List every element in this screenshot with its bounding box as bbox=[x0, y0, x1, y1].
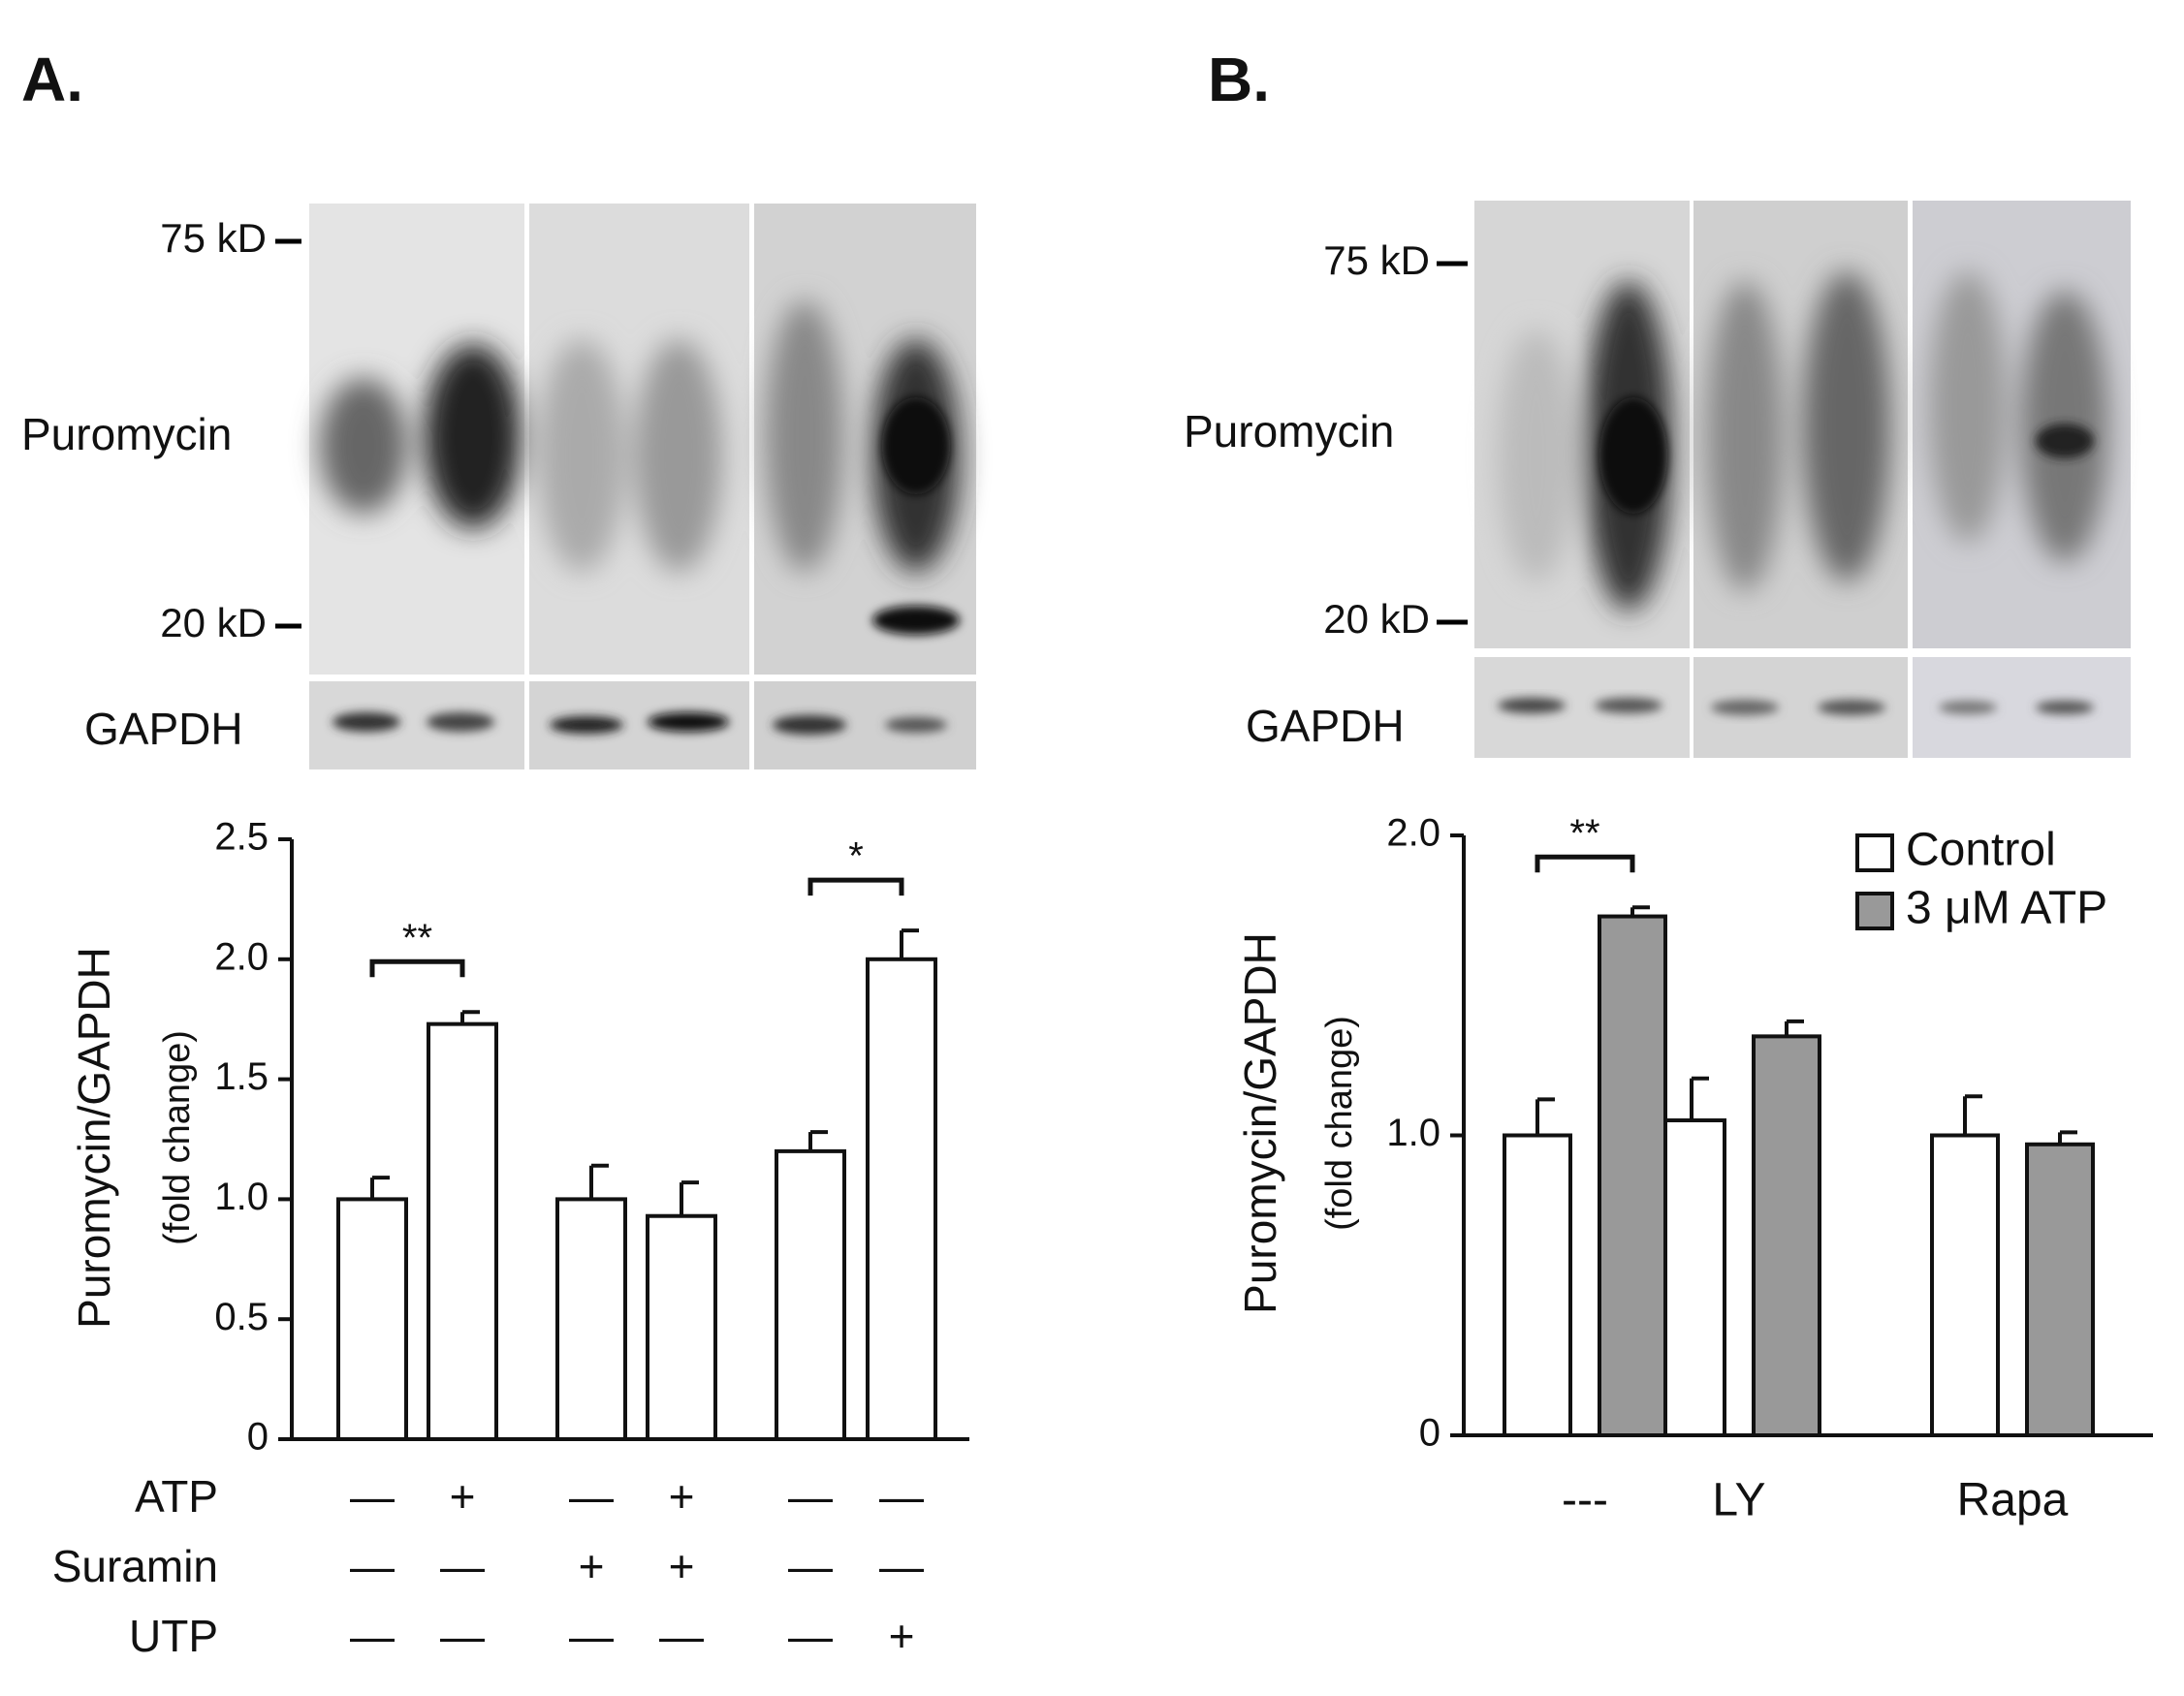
y-tick-label: 2.0 bbox=[214, 935, 269, 978]
treatment-sign: — bbox=[788, 1611, 833, 1661]
treatment-sign: — bbox=[350, 1471, 395, 1522]
treatment-sign: — bbox=[659, 1611, 704, 1661]
significance-label: ** bbox=[402, 917, 432, 959]
legend-label: Control bbox=[1906, 825, 2056, 876]
treatment-sign: + bbox=[579, 1541, 605, 1591]
treatment-sign: — bbox=[788, 1541, 833, 1591]
blot-row-label: GAPDH bbox=[1246, 701, 1405, 751]
treatment-sign: — bbox=[879, 1541, 924, 1591]
legend-swatch bbox=[1855, 892, 1894, 930]
treatment-sign: — bbox=[440, 1541, 485, 1591]
significance-bracket bbox=[369, 958, 465, 978]
treatment-sign: — bbox=[350, 1611, 395, 1661]
legend-label: 3 μM ATP bbox=[1906, 883, 2107, 934]
y-tick-label: 1.0 bbox=[214, 1176, 269, 1218]
y-axis-sublabel: (fold change) bbox=[157, 1030, 198, 1245]
y-tick-label: 2.5 bbox=[214, 816, 269, 859]
y-tick-label: 1.0 bbox=[1386, 1112, 1440, 1154]
panel-label: A. bbox=[21, 45, 83, 114]
blot-row-label: Puromycin bbox=[21, 409, 232, 459]
blot-a bbox=[275, 204, 976, 769]
treatment-name: ATP bbox=[135, 1471, 218, 1522]
bar bbox=[336, 1197, 408, 1442]
bar bbox=[427, 1021, 498, 1441]
x-tick-label: Rapa bbox=[1957, 1475, 2069, 1526]
y-tick-label: 0.5 bbox=[214, 1296, 269, 1338]
treatment-sign: + bbox=[450, 1471, 476, 1522]
significance-bracket bbox=[1535, 854, 1635, 873]
y-tick-label: 1.5 bbox=[214, 1055, 269, 1098]
bar bbox=[1657, 1118, 1726, 1438]
significance-label: ** bbox=[1569, 812, 1599, 855]
blot-marker-label: 20 kD bbox=[1323, 596, 1430, 642]
treatment-sign: — bbox=[569, 1611, 614, 1661]
treatment-sign: + bbox=[669, 1541, 695, 1591]
bar bbox=[2025, 1142, 2095, 1438]
blot-marker-label: 75 kD bbox=[1323, 237, 1430, 283]
treatment-sign: — bbox=[350, 1541, 395, 1591]
y-axis-sublabel: (fold change) bbox=[1319, 1016, 1360, 1231]
x-tick-label: --- bbox=[1562, 1475, 1608, 1526]
bar bbox=[555, 1197, 627, 1442]
y-axis-label: Puromycin/GAPDH bbox=[69, 947, 119, 1329]
panel-label: B. bbox=[1208, 45, 1270, 114]
blot-row-label: GAPDH bbox=[84, 704, 243, 754]
treatment-sign: — bbox=[569, 1471, 614, 1522]
significance-label: * bbox=[848, 835, 864, 878]
bar bbox=[866, 957, 937, 1441]
blot-row-label: Puromycin bbox=[1184, 406, 1394, 456]
y-tick-label: 0 bbox=[1419, 1412, 1440, 1455]
y-tick-label: 0 bbox=[247, 1416, 269, 1459]
blot-marker-label: 75 kD bbox=[160, 215, 267, 261]
treatment-sign: — bbox=[788, 1471, 833, 1522]
significance-bracket bbox=[807, 877, 904, 896]
bar bbox=[1930, 1133, 2000, 1437]
bar bbox=[1752, 1034, 1821, 1437]
blot-marker-label: 20 kD bbox=[160, 600, 267, 645]
bar bbox=[1503, 1133, 1572, 1437]
y-tick-label: 2.0 bbox=[1386, 812, 1440, 855]
treatment-sign: — bbox=[440, 1611, 485, 1661]
bar bbox=[775, 1148, 846, 1441]
treatment-name: Suramin bbox=[52, 1541, 218, 1591]
treatment-name: UTP bbox=[129, 1611, 218, 1661]
bar bbox=[646, 1213, 717, 1442]
blot-b bbox=[1437, 201, 2131, 758]
legend-swatch bbox=[1855, 833, 1894, 872]
bar bbox=[1598, 914, 1667, 1437]
x-tick-label: LY bbox=[1712, 1475, 1765, 1526]
y-axis-label: Puromycin/GAPDH bbox=[1235, 932, 1285, 1314]
treatment-sign: — bbox=[879, 1471, 924, 1522]
treatment-sign: + bbox=[669, 1471, 695, 1522]
treatment-sign: + bbox=[889, 1611, 915, 1661]
